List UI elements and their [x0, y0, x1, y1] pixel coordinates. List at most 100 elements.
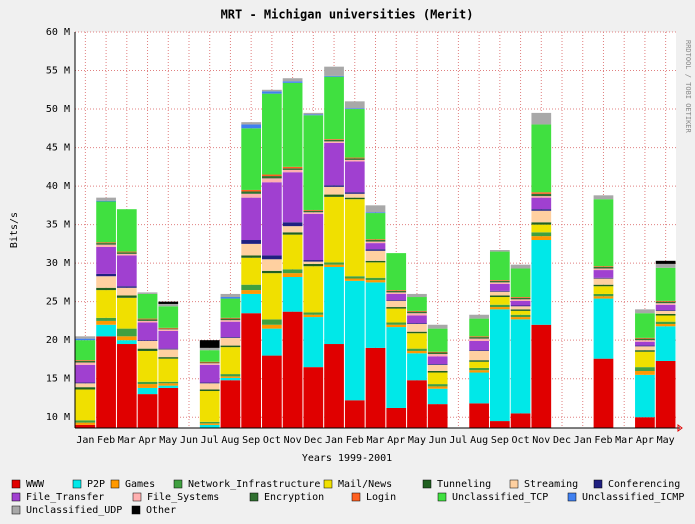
bar-segment — [137, 348, 158, 351]
bar-segment — [386, 327, 407, 408]
bar-segment — [407, 348, 427, 351]
bar-segment — [365, 239, 386, 241]
bar-segment — [386, 293, 407, 301]
bar-segment — [220, 318, 241, 321]
bar-segment — [489, 421, 510, 428]
bar-segment — [158, 330, 179, 349]
bar-segment — [386, 322, 407, 325]
bar-segment — [324, 186, 344, 195]
bar-segment — [489, 280, 510, 283]
bar-segment — [262, 91, 282, 94]
bar-segment — [365, 347, 386, 428]
bar-segment — [158, 385, 179, 388]
bar-segment — [220, 321, 241, 338]
bar-segment — [365, 212, 386, 214]
bar-segment — [469, 360, 489, 362]
bar-segment — [489, 250, 510, 252]
bar-segment — [303, 260, 324, 262]
bar-segment — [303, 263, 324, 267]
bar-segment — [365, 260, 386, 263]
x-tick-label: Oct — [512, 435, 530, 446]
bar-segment — [386, 308, 407, 323]
bar-segment — [655, 313, 676, 316]
legend-swatch — [351, 492, 361, 502]
bar-segment — [531, 224, 552, 233]
bar-segment — [386, 290, 407, 293]
legend-swatch — [173, 479, 183, 489]
bar-segment — [324, 66, 344, 76]
bar-segment — [199, 361, 220, 363]
bar-segment — [469, 367, 489, 371]
bar-segment — [199, 424, 220, 428]
x-tick-label: Mar — [615, 435, 633, 446]
legend-swatch — [131, 505, 141, 515]
bar-segment — [407, 323, 427, 332]
bar-segment — [655, 267, 676, 301]
bar-segment — [75, 360, 96, 363]
bar-segment — [365, 240, 386, 242]
bar-segment — [427, 324, 448, 329]
legend-label: File_Systems — [147, 492, 219, 503]
bar-segment — [303, 312, 324, 315]
bar-segment — [469, 338, 489, 341]
bar-segment — [199, 383, 220, 390]
bar-segment — [220, 293, 241, 298]
legend-label: File_Transfer — [26, 492, 104, 503]
bar-segment — [158, 327, 179, 329]
bar-segment — [116, 252, 137, 254]
bar-segment — [96, 273, 116, 277]
bar-segment — [262, 270, 282, 274]
bar-segment — [220, 298, 241, 318]
bar-segment — [510, 299, 531, 301]
x-tick-label: Jan — [325, 435, 343, 446]
bar-segment — [220, 347, 241, 375]
bar-segment — [386, 307, 407, 309]
bar-segment — [365, 249, 386, 251]
bar-segment — [96, 290, 116, 318]
y-tick-label: 20 M — [46, 335, 70, 346]
bar-segment — [241, 122, 262, 125]
bar-segment — [386, 324, 407, 328]
bar-segment — [635, 367, 655, 371]
x-tick-label: Jan — [76, 435, 94, 446]
bar-segment — [655, 303, 676, 305]
bar-segment — [282, 276, 303, 312]
legend-label: Unclassified_ICMP — [582, 492, 684, 503]
bar-segment — [531, 240, 552, 325]
bar-segment — [241, 257, 262, 285]
bar-segment — [137, 318, 158, 320]
bar-segment — [158, 348, 179, 350]
bar-segment — [324, 139, 344, 140]
bar-segment — [220, 380, 241, 428]
bar-segment — [344, 197, 365, 200]
legend-swatch — [437, 492, 447, 502]
bar-segment — [593, 199, 614, 267]
x-tick-label: Jul — [449, 435, 467, 446]
bar-segment — [324, 262, 344, 265]
bar-segment — [137, 340, 158, 349]
bar-segment — [344, 192, 365, 194]
bar-segment — [75, 338, 96, 341]
bar-segment — [96, 320, 116, 325]
bar-segment — [531, 196, 552, 198]
bar-segment — [116, 251, 137, 253]
bar-segment — [469, 370, 489, 373]
bar-segment — [635, 350, 655, 352]
bar-segment — [469, 337, 489, 339]
legend-label: Unclassified_TCP — [452, 492, 548, 503]
bar-segment — [137, 293, 158, 319]
legend-swatch — [11, 479, 21, 489]
bar-segment — [116, 253, 137, 256]
bar-segment — [344, 159, 365, 162]
bar-segment — [220, 320, 241, 322]
y-tick-label: 35 M — [46, 220, 70, 231]
legend-swatch — [323, 479, 333, 489]
bar-segment — [282, 226, 303, 233]
bar-segment — [344, 108, 365, 110]
bar-segment — [365, 205, 386, 213]
bar-segment — [635, 309, 655, 314]
x-tick-label: Aug — [221, 435, 239, 446]
bar-segment — [158, 306, 179, 328]
bar-segment — [158, 328, 179, 330]
